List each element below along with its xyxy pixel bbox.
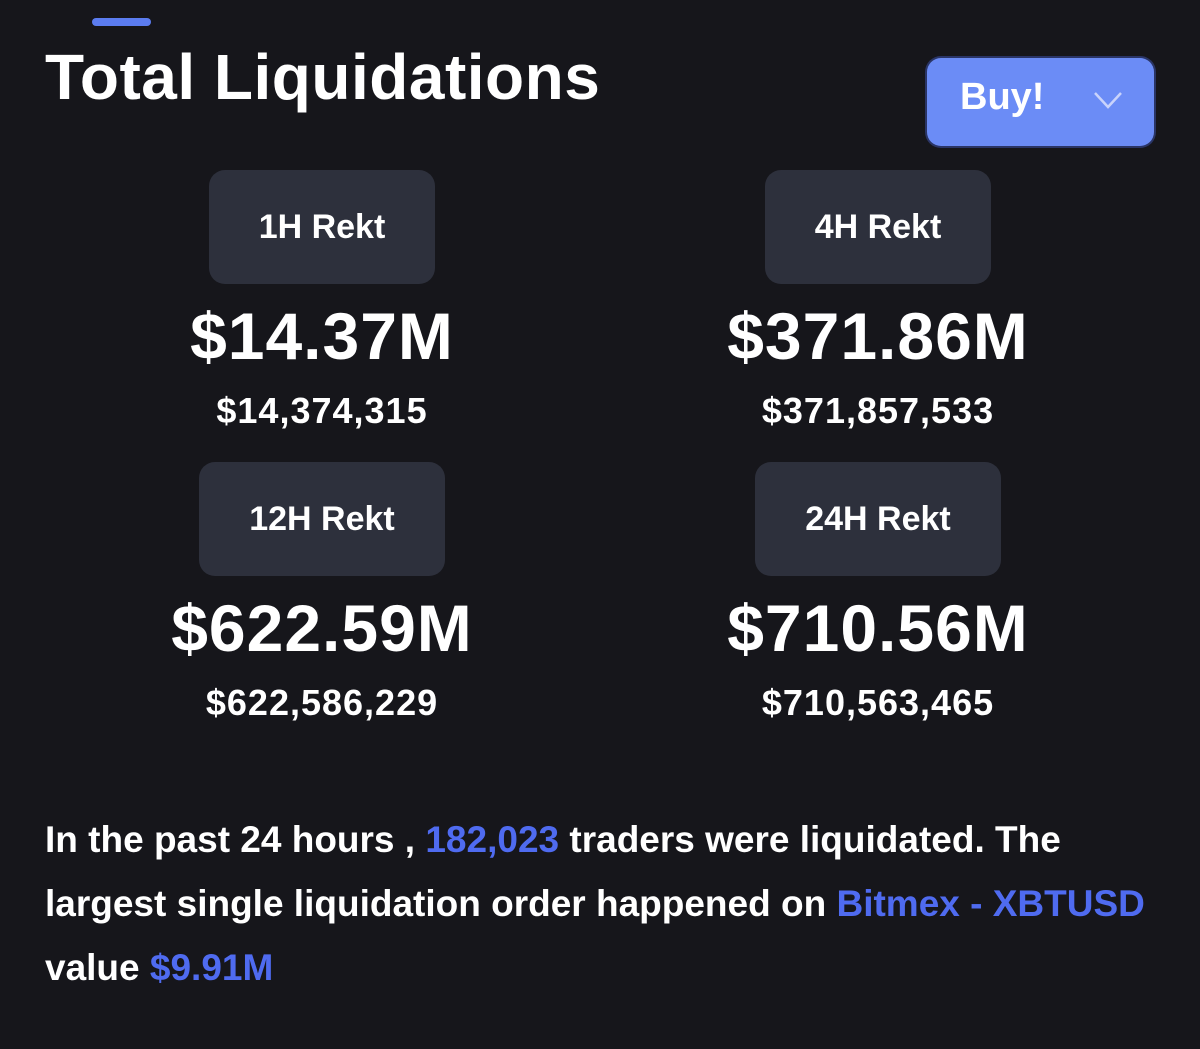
summary: In the past 24 hours , 182,023 traders w… — [45, 808, 1155, 1000]
rekt-exact: $14,374,315 — [216, 390, 428, 431]
chevron-icon[interactable] — [1093, 90, 1123, 110]
summary-text: value — [45, 947, 140, 988]
rekt-exact: $622,586,229 — [205, 682, 439, 723]
page-title: Total Liquidations — [45, 41, 601, 113]
rekt-value: $710.56M — [727, 591, 1029, 665]
period-label: 4H Rekt — [764, 170, 992, 284]
rekt-exact: $710,563,465 — [761, 682, 995, 723]
rekt-exact: $371,857,533 — [761, 390, 995, 431]
exchange-link[interactable]: Bitmex - XBTUSD — [836, 883, 1145, 924]
rekt-value: $371.86M — [727, 299, 1029, 373]
rekt-card: 1H Rekt $14.37M $14,374,315 — [122, 170, 522, 436]
summary-text: In the past 24 hours , — [45, 819, 416, 860]
buy-button[interactable]: Buy! — [927, 58, 1154, 146]
rekt-card: 12H Rekt $622.59M $622,586,229 — [122, 462, 522, 728]
rekt-value: $14.37M — [190, 299, 454, 373]
summary-text: traders were liquidated. The largest sin… — [45, 819, 1061, 924]
tab-indicator — [92, 18, 151, 26]
largest-order: $9.91M — [149, 947, 274, 988]
period-label: 12H Rekt — [199, 462, 445, 576]
period-label: 1H Rekt — [208, 170, 436, 284]
period-label: 24H Rekt — [755, 462, 1001, 576]
rekt-card: 4H Rekt $371.86M $371,857,533 — [678, 170, 1078, 436]
rekt-card: 24H Rekt $710.56M $710,563,465 — [678, 462, 1078, 728]
button-label[interactable]: Buy! — [960, 76, 1045, 118]
trader-count: 182,023 — [425, 819, 560, 860]
rekt-value: $622.59M — [171, 591, 473, 665]
